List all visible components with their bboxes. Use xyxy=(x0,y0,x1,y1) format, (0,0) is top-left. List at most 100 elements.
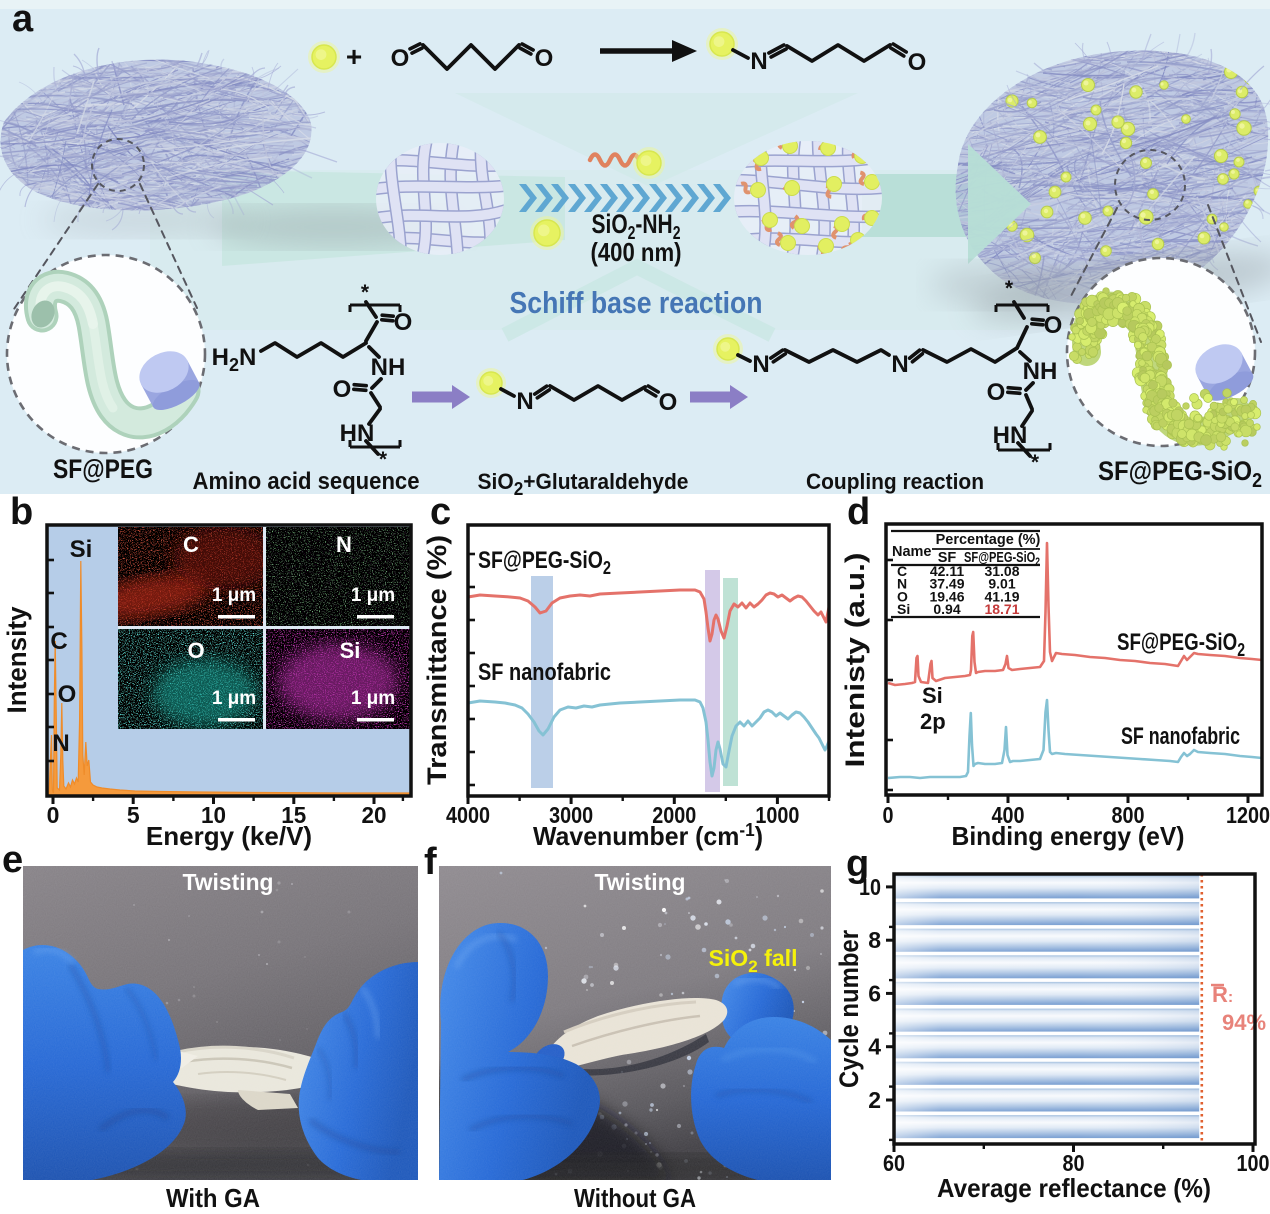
svg-text:Energy (ke/V): Energy (ke/V) xyxy=(146,821,312,851)
svg-text:O: O xyxy=(391,45,410,72)
svg-text:0: 0 xyxy=(883,802,894,828)
svg-text:O: O xyxy=(659,389,678,416)
svg-text:+: + xyxy=(346,41,362,72)
svg-text:C: C xyxy=(897,563,907,579)
svg-text:41.19: 41.19 xyxy=(984,588,1019,604)
svg-text:SF@PEG: SF@PEG xyxy=(53,454,153,484)
svg-text:f: f xyxy=(424,841,437,883)
svg-text:20: 20 xyxy=(362,802,387,828)
svg-text:Schiff base reaction: Schiff base reaction xyxy=(510,285,763,320)
svg-text:*: * xyxy=(379,448,388,471)
svg-text:O: O xyxy=(1044,312,1063,339)
svg-text:1200: 1200 xyxy=(1226,802,1270,828)
svg-text:g: g xyxy=(846,843,869,885)
svg-text:Wavenumber (cm-1): Wavenumber (cm-1) xyxy=(533,820,763,851)
svg-text:0.94: 0.94 xyxy=(933,601,960,617)
svg-text:Si: Si xyxy=(897,601,910,617)
svg-text:b: b xyxy=(10,491,33,533)
svg-text:3000: 3000 xyxy=(549,802,593,828)
svg-text:2p: 2p xyxy=(920,709,946,734)
svg-text:Average reflectance (%): Average reflectance (%) xyxy=(937,1173,1211,1203)
svg-text:800: 800 xyxy=(1112,802,1145,828)
svg-text:With GA: With GA xyxy=(166,1183,260,1213)
svg-text:SF@PEG-SiO2: SF@PEG-SiO2 xyxy=(1117,629,1245,660)
svg-text:Cycle number: Cycle number xyxy=(834,930,864,1088)
svg-text:O: O xyxy=(394,309,413,336)
svg-text:19.46: 19.46 xyxy=(929,588,964,604)
svg-text:Name: Name xyxy=(892,544,932,560)
svg-text:1 μm: 1 μm xyxy=(212,585,256,606)
svg-text:2: 2 xyxy=(868,1087,881,1113)
svg-text:N: N xyxy=(752,351,769,378)
svg-text:Si: Si xyxy=(340,638,361,663)
svg-text:c: c xyxy=(430,491,451,533)
svg-text:Without GA: Without GA xyxy=(574,1183,696,1213)
svg-text:Binding energy (eV): Binding energy (eV) xyxy=(952,821,1185,851)
svg-text:N: N xyxy=(336,532,352,557)
svg-text:9.01: 9.01 xyxy=(988,576,1015,592)
svg-text:*: * xyxy=(1031,451,1040,474)
svg-text:60: 60 xyxy=(883,1150,905,1176)
svg-text:10: 10 xyxy=(859,874,881,900)
svg-text:400: 400 xyxy=(992,802,1025,828)
svg-text:SF@PEG-SiO2: SF@PEG-SiO2 xyxy=(478,547,611,578)
svg-text:SF@PEG-SiO2: SF@PEG-SiO2 xyxy=(964,550,1040,568)
svg-text:80: 80 xyxy=(1063,1150,1085,1176)
svg-text:Amino acid sequence: Amino acid sequence xyxy=(193,468,420,495)
svg-text:O: O xyxy=(897,588,908,604)
svg-text:d: d xyxy=(847,491,870,533)
svg-text:Intenisty (a.u.): Intenisty (a.u.) xyxy=(840,553,870,768)
svg-text:1 μm: 1 μm xyxy=(212,688,256,709)
svg-text:18.71: 18.71 xyxy=(984,601,1019,617)
svg-text:31.08: 31.08 xyxy=(984,563,1019,579)
svg-text:SF nanofabric: SF nanofabric xyxy=(478,659,611,686)
svg-text:N: N xyxy=(750,48,767,75)
svg-text:4: 4 xyxy=(868,1034,881,1060)
svg-text:1000: 1000 xyxy=(755,802,799,828)
svg-text:Transmittance (%): Transmittance (%) xyxy=(422,535,452,785)
svg-text:O: O xyxy=(333,376,352,403)
svg-text:1 μm: 1 μm xyxy=(351,585,395,606)
svg-text:15: 15 xyxy=(281,802,306,828)
svg-text:8: 8 xyxy=(868,927,881,953)
svg-text:N: N xyxy=(897,576,907,592)
svg-text:*: * xyxy=(361,281,370,304)
svg-text:O: O xyxy=(58,681,77,708)
svg-text:O: O xyxy=(187,638,204,663)
svg-text:Percentage (%): Percentage (%) xyxy=(936,532,1041,548)
svg-text:e: e xyxy=(2,839,23,881)
svg-text:10: 10 xyxy=(201,802,226,828)
svg-text:Si: Si xyxy=(70,536,93,563)
svg-text:O: O xyxy=(908,49,927,76)
svg-text:N: N xyxy=(52,730,69,757)
svg-text:4000: 4000 xyxy=(446,802,490,828)
svg-text:(400 nm): (400 nm) xyxy=(591,237,682,267)
svg-text:6: 6 xyxy=(868,980,881,1006)
svg-text:SF: SF xyxy=(938,550,957,566)
svg-text:H2N: H2N xyxy=(212,344,257,375)
svg-text:0: 0 xyxy=(47,802,60,828)
svg-text:Coupling reaction: Coupling reaction xyxy=(806,469,984,494)
svg-text:Si: Si xyxy=(922,683,943,708)
svg-text:Twisting: Twisting xyxy=(595,869,686,895)
svg-text:N: N xyxy=(516,388,533,415)
svg-text:2000: 2000 xyxy=(652,802,696,828)
svg-text:SF nanofabric: SF nanofabric xyxy=(1121,723,1240,750)
svg-text:N: N xyxy=(891,351,908,378)
svg-text:37.49: 37.49 xyxy=(929,576,964,592)
svg-text:5: 5 xyxy=(127,802,140,828)
svg-text:C: C xyxy=(50,628,67,655)
svg-text:C: C xyxy=(183,532,199,557)
svg-text:Intensity: Intensity xyxy=(2,607,32,714)
svg-text:SiO2+Glutaraldehyde: SiO2+Glutaraldehyde xyxy=(478,469,689,499)
svg-text:100: 100 xyxy=(1237,1150,1270,1176)
svg-text:O: O xyxy=(535,45,554,72)
svg-text:NH: NH xyxy=(371,354,406,381)
svg-text:94%: 94% xyxy=(1222,1010,1266,1035)
svg-text:SiO2-NH2: SiO2-NH2 xyxy=(592,209,681,243)
svg-text:R:: R: xyxy=(1212,982,1233,1007)
svg-text:42.11: 42.11 xyxy=(930,563,964,579)
svg-text:Twisting: Twisting xyxy=(183,869,274,895)
svg-text:a: a xyxy=(12,0,34,40)
svg-text:1 μm: 1 μm xyxy=(351,688,395,709)
